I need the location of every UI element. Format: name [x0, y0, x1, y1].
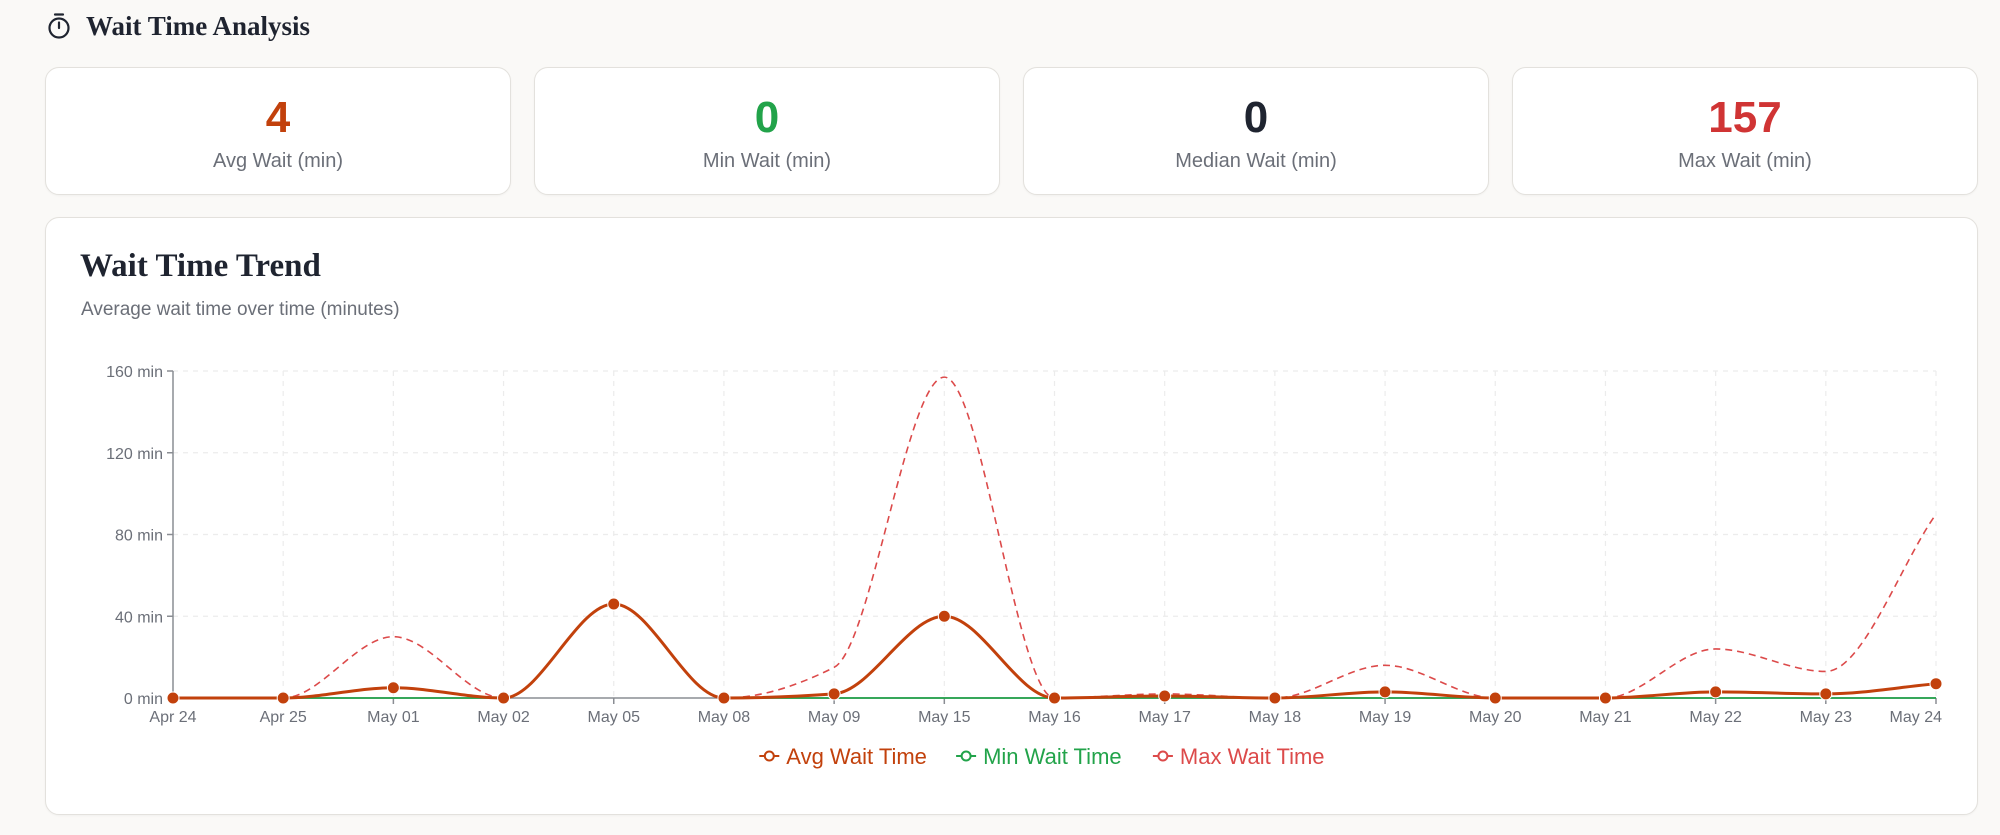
legend-item-avg-wait-time: Avg Wait Time: [759, 744, 927, 769]
y-tick-label: 40 min: [115, 609, 163, 626]
legend-item-min-wait-time: Min Wait Time: [956, 744, 1122, 769]
data-point-avg-wait-time: [1488, 691, 1502, 705]
data-point-avg-wait-time: [1598, 691, 1612, 705]
data-point-avg-wait-time: [1929, 677, 1943, 691]
kpi-label: Max Wait (min): [1678, 149, 1812, 172]
kpi-card-median-wait: 0 Median Wait (min): [1023, 67, 1489, 195]
y-tick-label: 120 min: [106, 446, 163, 463]
x-tick-label: May 01: [367, 709, 420, 726]
data-point-avg-wait-time: [1048, 691, 1061, 705]
kpi-row: 4 Avg Wait (min) 0 Min Wait (min) 0 Medi…: [45, 67, 1978, 195]
data-point-avg-wait-time: [937, 609, 951, 623]
chart-subtitle: Average wait time over time (minutes): [81, 299, 400, 320]
wait-time-trend-chart: 0 min 40 min 80 min 120 min 160 min Apr 24 Apr…: [106, 364, 1943, 769]
x-tick-label: May 19: [1359, 709, 1412, 726]
series-line-avg-wait-time: [173, 602, 1937, 700]
data-point-avg-wait-time: [166, 691, 180, 705]
timer-icon: [48, 13, 70, 39]
x-tick-label: May 24: [1890, 709, 1943, 726]
x-tick-label: Apr 25: [260, 709, 307, 726]
x-tick-label: May 18: [1249, 709, 1302, 726]
legend-marker-icon: [960, 750, 972, 762]
x-tick-label: May 17: [1138, 709, 1191, 726]
chart-card: Wait Time Trend Average wait time over t…: [45, 217, 1978, 815]
legend-item-max-wait-time: Max Wait Time: [1152, 744, 1325, 769]
kpi-label: Min Wait (min): [702, 149, 832, 172]
x-tick-label: May 08: [698, 709, 751, 726]
section-title: Wait Time Analysis: [86, 10, 311, 41]
kpi-label: Avg Wait (min): [212, 149, 344, 172]
x-tick-label: May 16: [1028, 709, 1081, 726]
chart-legend: Avg Wait Time Min Wait Time Max Wait Time: [759, 744, 1325, 769]
data-point-avg-wait-time: [386, 681, 400, 695]
data-point-avg-wait-time: [717, 691, 731, 705]
x-tick-label: Apr 24: [149, 709, 196, 726]
x-tick-label: May 20: [1469, 709, 1522, 726]
data-point-avg-wait-time: [1268, 691, 1282, 705]
kpi-value: 0: [1243, 92, 1269, 142]
legend-label: Min Wait Time: [983, 744, 1122, 769]
x-tick-label: May 23: [1800, 709, 1853, 726]
y-tick-label: 0 min: [124, 691, 163, 708]
y-tick-label: 80 min: [115, 528, 163, 545]
data-point-avg-wait-time: [1158, 689, 1172, 703]
x-tick-label: May 02: [477, 709, 530, 726]
data-point-avg-wait-time: [1378, 685, 1392, 699]
data-point-avg-wait-time: [607, 597, 621, 611]
legend-marker-icon: [763, 750, 775, 762]
data-point-avg-wait-time: [1709, 685, 1723, 699]
kpi-value: 4: [265, 92, 291, 142]
x-tick-label: May 09: [808, 709, 861, 726]
x-tick-label: May 05: [588, 709, 641, 726]
kpi-value: 0: [754, 92, 780, 142]
kpi-card-avg-wait: 4 Avg Wait (min): [45, 67, 511, 195]
kpi-label: Median Wait (min): [1175, 149, 1337, 172]
x-tick-label: May 15: [918, 709, 971, 726]
section-header: Wait Time Analysis: [46, 8, 310, 44]
series-line-max-wait-time: [173, 376, 1937, 699]
kpi-card-max-wait: 157 Max Wait (min): [1512, 67, 1978, 195]
data-point-avg-wait-time: [827, 687, 841, 701]
data-point-avg-wait-time: [497, 691, 511, 705]
legend-label: Avg Wait Time: [786, 744, 927, 769]
data-point-avg-wait-time: [276, 691, 290, 705]
kpi-value: 157: [1708, 92, 1782, 142]
x-tick-label: May 22: [1689, 709, 1742, 726]
legend-label: Max Wait Time: [1180, 744, 1325, 769]
kpi-card-min-wait: 0 Min Wait (min): [534, 67, 1000, 195]
y-tick-label: 160 min: [106, 364, 163, 381]
data-point-avg-wait-time: [1819, 687, 1833, 701]
chart-title: Wait Time Trend: [80, 248, 321, 284]
chart-grid: [173, 370, 1937, 698]
legend-marker-icon: [1157, 750, 1169, 762]
x-tick-label: May 21: [1579, 709, 1632, 726]
